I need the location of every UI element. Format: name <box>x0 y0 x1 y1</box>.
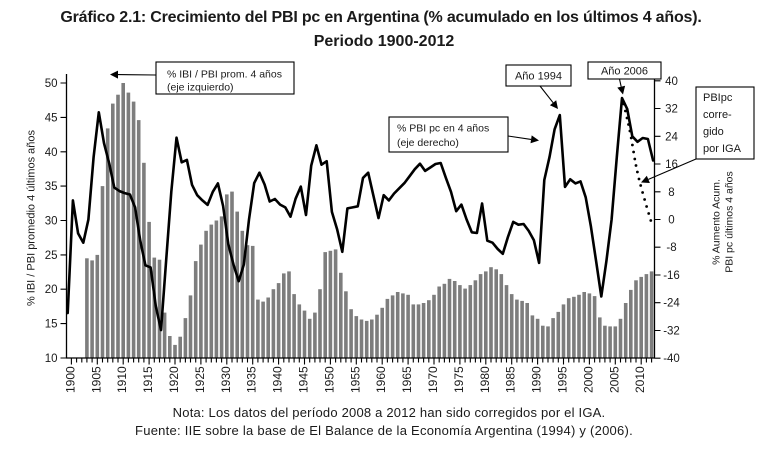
svg-text:24: 24 <box>665 131 678 143</box>
svg-text:gido: gido <box>703 126 724 138</box>
svg-text:1955: 1955 <box>348 366 362 393</box>
svg-text:-40: -40 <box>663 353 680 365</box>
svg-text:1910: 1910 <box>115 366 129 393</box>
svg-text:32: 32 <box>665 104 678 116</box>
svg-text:1900: 1900 <box>63 366 77 393</box>
svg-text:1995: 1995 <box>556 366 570 393</box>
svg-text:1915: 1915 <box>141 366 155 393</box>
svg-text:1940: 1940 <box>271 366 285 393</box>
svg-text:1985: 1985 <box>504 366 518 393</box>
svg-text:(eje izquierdo): (eje izquierdo) <box>167 82 234 94</box>
svg-text:30: 30 <box>45 216 58 228</box>
svg-text:1935: 1935 <box>245 366 259 393</box>
svg-text:% IBI / PBI promedio 4 últimos: % IBI / PBI promedio 4 últimos años <box>26 129 38 306</box>
svg-text:2005: 2005 <box>607 366 621 393</box>
svg-text:corre-: corre- <box>703 109 732 121</box>
svg-text:20: 20 <box>45 284 58 296</box>
svg-text:40: 40 <box>665 76 678 88</box>
svg-text:1930: 1930 <box>219 366 233 393</box>
svg-text:10: 10 <box>45 353 58 365</box>
svg-text:2010: 2010 <box>633 366 647 393</box>
svg-text:1965: 1965 <box>400 366 414 393</box>
svg-text:1960: 1960 <box>374 366 388 393</box>
svg-text:% IBI / PBI prom. 4 años: % IBI / PBI prom. 4 años <box>167 69 282 81</box>
svg-text:1925: 1925 <box>193 366 207 393</box>
svg-text:1975: 1975 <box>452 366 466 393</box>
svg-text:1990: 1990 <box>530 366 544 393</box>
svg-text:1950: 1950 <box>322 366 336 393</box>
svg-text:2000: 2000 <box>581 366 595 393</box>
svg-text:1905: 1905 <box>89 366 103 393</box>
svg-text:por IGA: por IGA <box>703 143 742 155</box>
svg-text:1920: 1920 <box>167 366 181 393</box>
svg-text:1945: 1945 <box>297 366 311 393</box>
svg-text:25: 25 <box>45 250 58 262</box>
svg-text:% PBI pc en 4 años: % PBI pc en 4 años <box>397 123 489 135</box>
svg-text:8: 8 <box>668 187 674 199</box>
svg-text:-8: -8 <box>666 242 676 254</box>
svg-text:0: 0 <box>668 215 674 227</box>
svg-text:Año 2006: Año 2006 <box>601 66 648 78</box>
svg-text:45: 45 <box>45 112 58 124</box>
svg-text:% Aumento Acum.: % Aumento Acum. <box>711 179 723 265</box>
svg-text:(eje derecho): (eje derecho) <box>397 137 459 149</box>
svg-text:-24: -24 <box>663 298 680 310</box>
svg-text:1970: 1970 <box>426 366 440 393</box>
svg-text:1980: 1980 <box>478 366 492 393</box>
svg-text:-16: -16 <box>663 270 680 282</box>
svg-text:PBI pc últimos 4 años: PBI pc últimos 4 años <box>724 171 736 273</box>
svg-text:Año 1994: Año 1994 <box>515 71 562 83</box>
svg-text:PBIpc: PBIpc <box>703 92 733 104</box>
svg-text:15: 15 <box>45 319 58 331</box>
svg-text:35: 35 <box>45 181 58 193</box>
svg-text:50: 50 <box>45 78 58 90</box>
svg-text:40: 40 <box>45 147 58 159</box>
svg-text:-32: -32 <box>663 326 680 338</box>
